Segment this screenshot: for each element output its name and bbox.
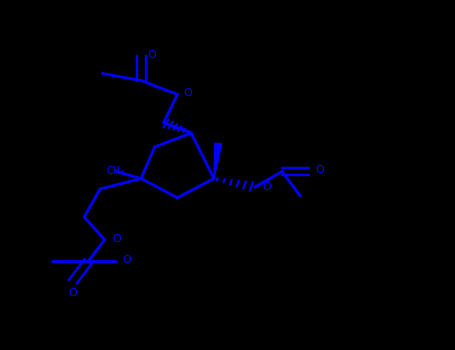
- Text: CH₃: CH₃: [107, 167, 125, 176]
- Text: O: O: [262, 182, 271, 191]
- Text: O: O: [112, 234, 121, 244]
- Text: O: O: [316, 166, 324, 175]
- Text: O: O: [147, 50, 156, 60]
- Text: O: O: [183, 88, 192, 98]
- Text: O: O: [122, 255, 131, 265]
- Polygon shape: [214, 143, 222, 178]
- Text: O: O: [68, 288, 77, 298]
